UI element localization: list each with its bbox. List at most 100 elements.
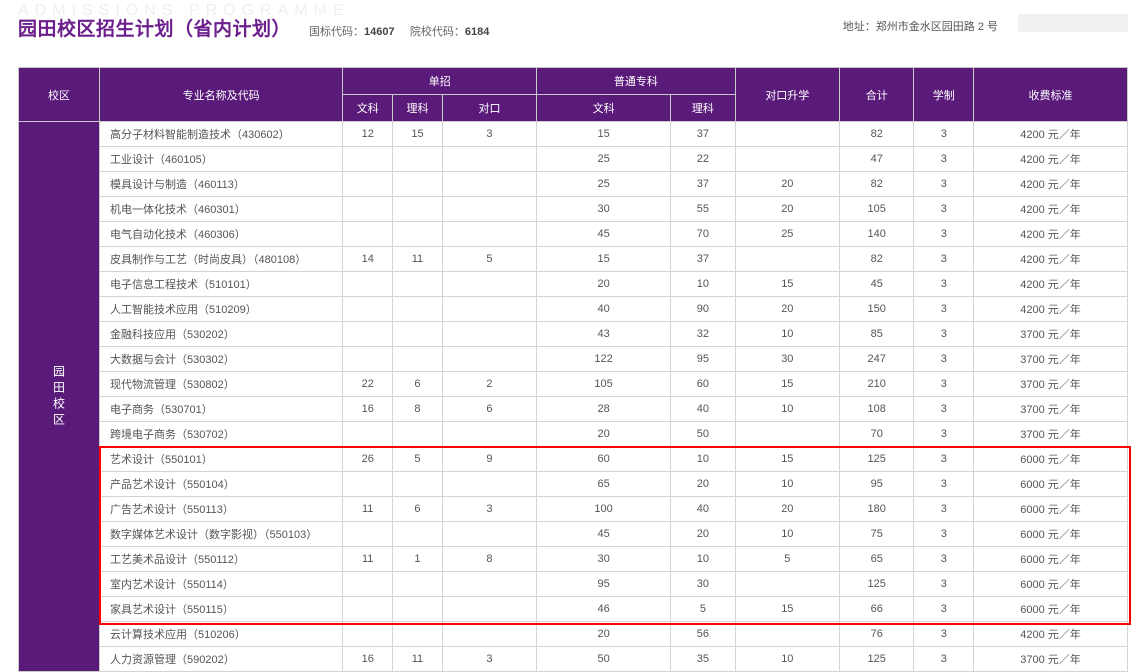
table-row: 皮具制作与工艺（时尚皮具）（480108）1411515378234200 元／…: [19, 247, 1128, 272]
cell-tot: 108: [839, 397, 914, 422]
th-single-li: 理科: [393, 95, 443, 122]
cell-major: 艺术设计（550101）: [100, 447, 343, 472]
cell-dk: 20: [735, 197, 839, 222]
cell-sl: [393, 522, 443, 547]
cell-sw: 11: [343, 497, 393, 522]
admissions-table: 校区 专业名称及代码 单招 普通专科 对口升学 合计 学制 收费标准 文科 理科…: [18, 67, 1128, 672]
cell-sd: 5: [442, 247, 536, 272]
cell-gl: 37: [671, 172, 736, 197]
cell-gw: 122: [537, 347, 671, 372]
cell-sd: [442, 572, 536, 597]
code2-label: 院校代码：: [410, 26, 465, 38]
cell-sw: [343, 222, 393, 247]
cell-dk: 5: [735, 547, 839, 572]
cell-sw: [343, 572, 393, 597]
cell-fee: 3700 元／年: [974, 322, 1128, 347]
cell-gw: 65: [537, 472, 671, 497]
cell-gw: 100: [537, 497, 671, 522]
cell-gw: 15: [537, 122, 671, 147]
cell-fee: 4200 元／年: [974, 297, 1128, 322]
cell-yr: 3: [914, 247, 974, 272]
cell-tot: 66: [839, 597, 914, 622]
cell-tot: 125: [839, 447, 914, 472]
th-duikou: 对口升学: [735, 68, 839, 122]
header-row: 园田校区招生计划（省内计划） 国标代码：14607 院校代码：6184 地址：郑…: [18, 14, 1128, 41]
table-row: 工艺美术品设计（550112）1118301056536000 元／年: [19, 547, 1128, 572]
cell-sl: 15: [393, 122, 443, 147]
cell-yr: 3: [914, 547, 974, 572]
cell-sl: [393, 622, 443, 647]
cell-gw: 45: [537, 522, 671, 547]
table-head: 校区 专业名称及代码 单招 普通专科 对口升学 合计 学制 收费标准 文科 理科…: [19, 68, 1128, 122]
cell-sw: [343, 347, 393, 372]
campus-cell: 园田校区: [19, 122, 100, 672]
cell-yr: 3: [914, 447, 974, 472]
cell-major: 高分子材料智能制造技术（430602）: [100, 122, 343, 147]
cell-sd: 2: [442, 372, 536, 397]
cell-major: 皮具制作与工艺（时尚皮具）（480108）: [100, 247, 343, 272]
cell-sl: [393, 172, 443, 197]
table-row: 现代物流管理（530802）2262105601521033700 元／年: [19, 372, 1128, 397]
cell-tot: 82: [839, 122, 914, 147]
th-general-group: 普通专科: [537, 68, 736, 95]
cell-major: 产品艺术设计（550104）: [100, 472, 343, 497]
table-row: 大数据与会计（530302）122953024733700 元／年: [19, 347, 1128, 372]
cell-sl: [393, 597, 443, 622]
th-fee: 收费标准: [974, 68, 1128, 122]
cell-yr: 3: [914, 647, 974, 672]
cell-tot: 47: [839, 147, 914, 172]
cell-sd: 3: [442, 647, 536, 672]
cell-sd: [442, 622, 536, 647]
cell-yr: 3: [914, 397, 974, 422]
cell-tot: 125: [839, 647, 914, 672]
cell-sl: [393, 297, 443, 322]
cell-dk: 20: [735, 497, 839, 522]
cell-fee: 4200 元／年: [974, 172, 1128, 197]
cell-sw: [343, 622, 393, 647]
table-body: 园田校区高分子材料智能制造技术（430602）1215315378234200 …: [19, 122, 1128, 672]
cell-tot: 45: [839, 272, 914, 297]
cell-sw: [343, 522, 393, 547]
cell-gw: 25: [537, 147, 671, 172]
cell-major: 工业设计（460105）: [100, 147, 343, 172]
cell-tot: 82: [839, 247, 914, 272]
address: 地址：郑州市金水区园田路 2 号: [843, 18, 998, 34]
cell-sw: [343, 272, 393, 297]
cell-fee: 6000 元／年: [974, 497, 1128, 522]
cell-fee: 4200 元／年: [974, 122, 1128, 147]
cell-tot: 150: [839, 297, 914, 322]
cell-gl: 56: [671, 622, 736, 647]
table-row: 人工智能技术应用（510209）40902015034200 元／年: [19, 297, 1128, 322]
cell-sd: [442, 322, 536, 347]
cell-gl: 10: [671, 447, 736, 472]
cell-major: 数字媒体艺术设计（数字影视）（550103）: [100, 522, 343, 547]
cell-sd: [442, 197, 536, 222]
cell-yr: 3: [914, 147, 974, 172]
cell-yr: 3: [914, 222, 974, 247]
cell-fee: 4200 元／年: [974, 197, 1128, 222]
cell-yr: 3: [914, 497, 974, 522]
cell-yr: 3: [914, 597, 974, 622]
cell-sl: 5: [393, 447, 443, 472]
table-row: 金融科技应用（530202）4332108533700 元／年: [19, 322, 1128, 347]
cell-gl: 37: [671, 247, 736, 272]
cell-fee: 6000 元／年: [974, 597, 1128, 622]
cell-sw: [343, 172, 393, 197]
cell-sl: 8: [393, 397, 443, 422]
cell-gw: 105: [537, 372, 671, 397]
cell-gw: 45: [537, 222, 671, 247]
cell-sl: [393, 322, 443, 347]
cell-fee: 4200 元／年: [974, 222, 1128, 247]
cell-fee: 6000 元／年: [974, 472, 1128, 497]
cell-dk: 10: [735, 647, 839, 672]
cell-gl: 10: [671, 547, 736, 572]
cell-fee: 4200 元／年: [974, 622, 1128, 647]
cell-sl: 6: [393, 372, 443, 397]
cell-gw: 28: [537, 397, 671, 422]
table-row: 电气自动化技术（460306）45702514034200 元／年: [19, 222, 1128, 247]
cell-gl: 35: [671, 647, 736, 672]
cell-dk: 15: [735, 447, 839, 472]
cell-gl: 10: [671, 272, 736, 297]
cell-gl: 30: [671, 572, 736, 597]
cell-tot: 70: [839, 422, 914, 447]
